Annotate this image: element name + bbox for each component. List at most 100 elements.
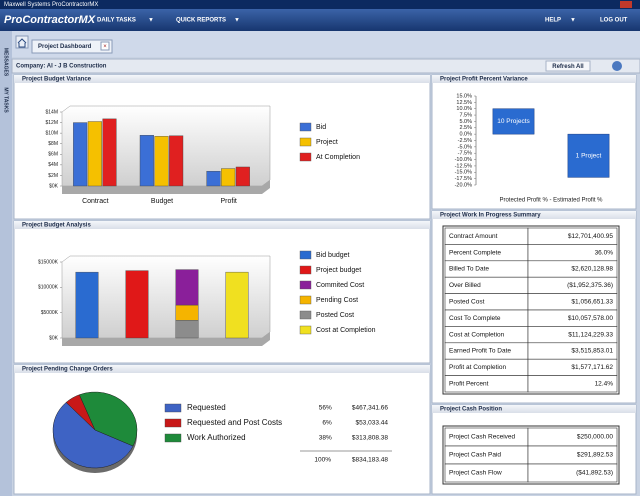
bar-segment bbox=[175, 304, 199, 321]
menu-arrow: ▼ bbox=[234, 18, 240, 24]
y-tick-label: $0K bbox=[49, 335, 59, 341]
bar bbox=[235, 166, 250, 187]
bar-segment bbox=[75, 271, 99, 339]
y-tick-label: 15.0% bbox=[456, 93, 472, 99]
menu-arrow: ▼ bbox=[148, 18, 154, 24]
menu-arrow: ▼ bbox=[570, 18, 576, 24]
row-label: Percent Complete bbox=[449, 249, 501, 256]
legend-label: Bid bbox=[316, 124, 326, 131]
y-tick-label: 0.0% bbox=[459, 132, 472, 138]
plot-floor bbox=[62, 332, 270, 346]
tab-bar bbox=[12, 31, 640, 57]
refresh-button[interactable] bbox=[545, 60, 591, 72]
menu-item[interactable]: DAILY TASKS bbox=[97, 18, 136, 24]
y-tick-label: 12.5% bbox=[456, 100, 472, 106]
y-tick-label: -17.5% bbox=[455, 176, 473, 182]
table-cell bbox=[527, 375, 618, 393]
legend-swatch bbox=[299, 152, 312, 162]
panel-title: Project Budget Analysis bbox=[22, 223, 91, 229]
legend-label: Project budget bbox=[316, 267, 361, 274]
y-tick-label: $10M bbox=[45, 130, 58, 136]
x-tick-label: Profit bbox=[220, 198, 236, 205]
legend-swatch bbox=[299, 325, 312, 335]
legend-label: Bid budget bbox=[316, 252, 350, 259]
x-tick-label: Contract bbox=[82, 198, 109, 205]
panel-title: Project Work In Progress Summary bbox=[440, 213, 541, 219]
company: Company: AI - J B Construction bbox=[16, 64, 107, 70]
pie-slice bbox=[52, 402, 134, 469]
logo: ProContractorMX bbox=[4, 14, 96, 26]
percent-sign: % bbox=[326, 405, 332, 412]
tab-close[interactable] bbox=[100, 41, 110, 51]
bar-segment bbox=[175, 269, 199, 306]
bar-label: 10 Projects bbox=[497, 118, 530, 125]
legend-label: Pending Cost bbox=[316, 297, 358, 304]
legend-label: Requested bbox=[187, 403, 226, 412]
y-tick-label: 2.5% bbox=[459, 125, 472, 131]
tab[interactable] bbox=[31, 39, 113, 54]
row-value: ($1,952,375.36) bbox=[567, 282, 613, 289]
legend-swatch bbox=[299, 295, 312, 305]
y-tick-label: 5.0% bbox=[459, 119, 472, 125]
window-title: Maxwell Systems ProContractorMX bbox=[4, 2, 98, 8]
row-value: $1,056,651.33 bbox=[571, 299, 613, 306]
row-value: $11,124,229.33 bbox=[568, 331, 613, 338]
company-bar bbox=[11, 58, 640, 74]
panel-title: Project Budget Variance bbox=[22, 77, 92, 83]
legend-label: Work Authorized bbox=[187, 433, 246, 442]
row-label: Posted Cost bbox=[449, 299, 485, 306]
home-button[interactable] bbox=[15, 35, 29, 49]
menu-item[interactable]: LOG OUT bbox=[600, 18, 628, 24]
help-button[interactable] bbox=[612, 61, 622, 71]
side-tab[interactable]: MY TASKS bbox=[3, 87, 9, 113]
percent-label: 6 bbox=[322, 420, 326, 427]
y-tick-label: -10.0% bbox=[455, 157, 473, 163]
row-label: Project Cash Paid bbox=[449, 452, 501, 459]
y-tick-label: $5000K bbox=[41, 310, 59, 316]
bar bbox=[73, 122, 88, 187]
panel-title: Project Pending Change Orders bbox=[22, 367, 113, 373]
table-frame bbox=[442, 225, 620, 395]
legend-label: Cost at Completion bbox=[316, 327, 376, 334]
row-label: Contract Amount bbox=[449, 233, 498, 240]
bar bbox=[102, 118, 117, 187]
legend-swatch bbox=[299, 250, 312, 260]
y-tick-label: 7.5% bbox=[459, 113, 472, 119]
legend-label: Project bbox=[316, 139, 338, 146]
percent-label: 38 bbox=[319, 435, 327, 442]
side-tab[interactable]: MESSAGES bbox=[3, 48, 9, 77]
home-icon bbox=[17, 38, 27, 48]
panel-header bbox=[432, 75, 636, 83]
row-label: Billed To Date bbox=[449, 266, 489, 273]
panel-header bbox=[14, 221, 430, 229]
legend-swatch bbox=[299, 265, 312, 275]
pie-slice bbox=[79, 391, 138, 447]
legend-swatch bbox=[164, 418, 182, 428]
total-amount: $834,183.48 bbox=[352, 457, 389, 464]
y-tick-label: $14M bbox=[45, 109, 58, 115]
percent-label: 56 bbox=[319, 405, 327, 412]
row-label: Cost at Completion bbox=[449, 331, 505, 338]
y-tick-label: -15.0% bbox=[455, 170, 473, 176]
panel-header bbox=[432, 405, 636, 413]
row-label: Earned Profit To Date bbox=[449, 348, 511, 355]
legend-label: Commited Cost bbox=[316, 282, 364, 289]
row-label: Profit at Completion bbox=[449, 364, 506, 371]
tab-label: Project Dashboard bbox=[38, 44, 92, 50]
y-tick-label: $0K bbox=[49, 183, 59, 189]
row-value: $3,515,853.01 bbox=[571, 348, 613, 355]
y-tick-label: -7.5% bbox=[458, 151, 472, 157]
menu-item[interactable]: QUICK REPORTS bbox=[176, 18, 226, 24]
legend-label: Posted Cost bbox=[316, 312, 354, 319]
x-tick-label: Budget bbox=[151, 198, 173, 205]
y-tick-label: 10.0% bbox=[456, 106, 472, 112]
title-bar bbox=[0, 0, 640, 9]
close-button[interactable] bbox=[620, 1, 632, 8]
row-label: Profit Percent bbox=[449, 381, 489, 388]
percent-sign: % bbox=[326, 420, 332, 427]
panel-title: Project Cash Position bbox=[440, 407, 502, 413]
bar bbox=[87, 121, 102, 187]
menu-item[interactable]: HELP bbox=[545, 18, 561, 24]
x-axis-label: Protected Profit % - Estimated Profit % bbox=[499, 198, 603, 204]
table-cell bbox=[527, 463, 618, 483]
